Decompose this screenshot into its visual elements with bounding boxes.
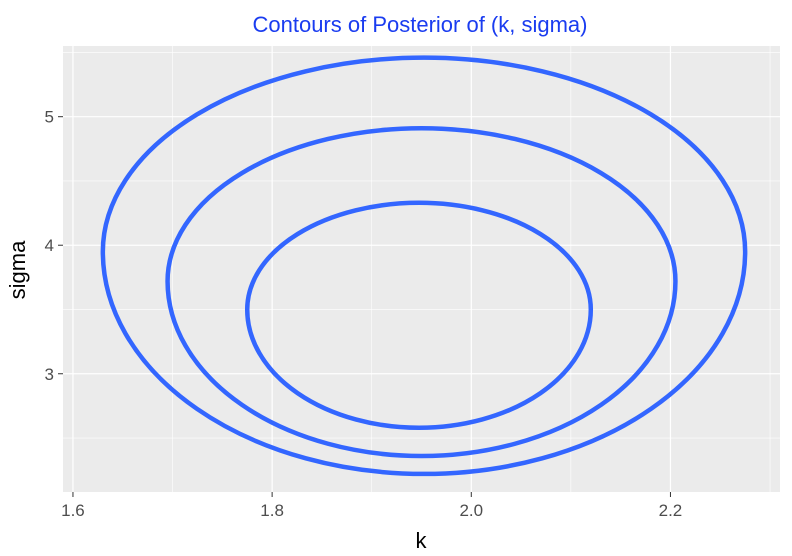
y-tick-label: 4 <box>45 236 54 255</box>
y-tick-label: 3 <box>45 365 54 384</box>
grid-lines <box>63 46 780 492</box>
contour-outer <box>100 55 748 477</box>
x-tick-label: 2.0 <box>459 501 483 520</box>
x-axis-title: k <box>416 528 428 553</box>
contour-lines <box>100 55 748 477</box>
axes: 1.6 1.8 2.0 2.2 3 4 5 <box>45 108 683 520</box>
chart-title: Contours of Posterior of (k, sigma) <box>252 12 587 37</box>
y-tick-label: 5 <box>45 108 54 127</box>
x-tick-label: 1.6 <box>61 501 85 520</box>
y-axis-title: sigma <box>5 240 30 299</box>
x-tick-label: 2.2 <box>659 501 683 520</box>
contour-middle <box>165 126 678 458</box>
contour-inner <box>244 200 594 430</box>
x-tick-label: 1.8 <box>260 501 284 520</box>
